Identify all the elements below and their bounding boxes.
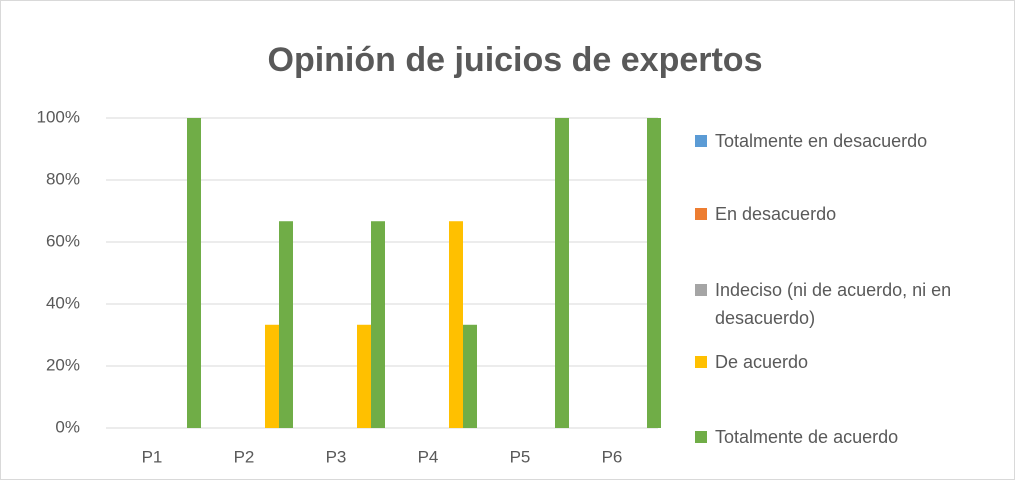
legend-label: Totalmente de acuerdo (715, 427, 899, 447)
bar (463, 324, 477, 428)
legend-label: Indeciso (ni de acuerdo, ni en desacuerd… (715, 280, 952, 328)
x-tick-label: P5 (510, 447, 531, 466)
chart-title: Opinión de juicios de expertos (268, 41, 763, 79)
bar (279, 221, 293, 428)
bar (449, 221, 463, 428)
x-tick-label: P6 (602, 447, 623, 466)
legend-swatch (695, 135, 707, 147)
y-tick-label: 0% (55, 417, 80, 436)
bar (555, 118, 569, 428)
bar (371, 221, 385, 428)
x-tick-label: P4 (418, 447, 439, 466)
legend-label: De acuerdo (715, 352, 809, 372)
y-tick-label: 40% (46, 293, 80, 312)
x-tick-label: P2 (234, 447, 255, 466)
y-tick-label: 80% (46, 169, 80, 188)
legend-label: Totalmente en desacuerdo (715, 131, 928, 151)
bar (187, 118, 201, 428)
legend-swatch (695, 208, 707, 220)
bar (647, 118, 661, 428)
y-tick-label: 60% (46, 231, 80, 250)
x-tick-label: P3 (326, 447, 347, 466)
x-tick-label: P1 (142, 447, 163, 466)
y-tick-label: 20% (46, 355, 80, 374)
legend-swatch (695, 431, 707, 443)
legend-label: En desacuerdo (715, 204, 837, 224)
bar (357, 324, 371, 428)
y-tick-label: 100% (37, 107, 80, 126)
bar (265, 324, 279, 428)
legend-swatch (695, 284, 707, 296)
legend-swatch (695, 356, 707, 368)
